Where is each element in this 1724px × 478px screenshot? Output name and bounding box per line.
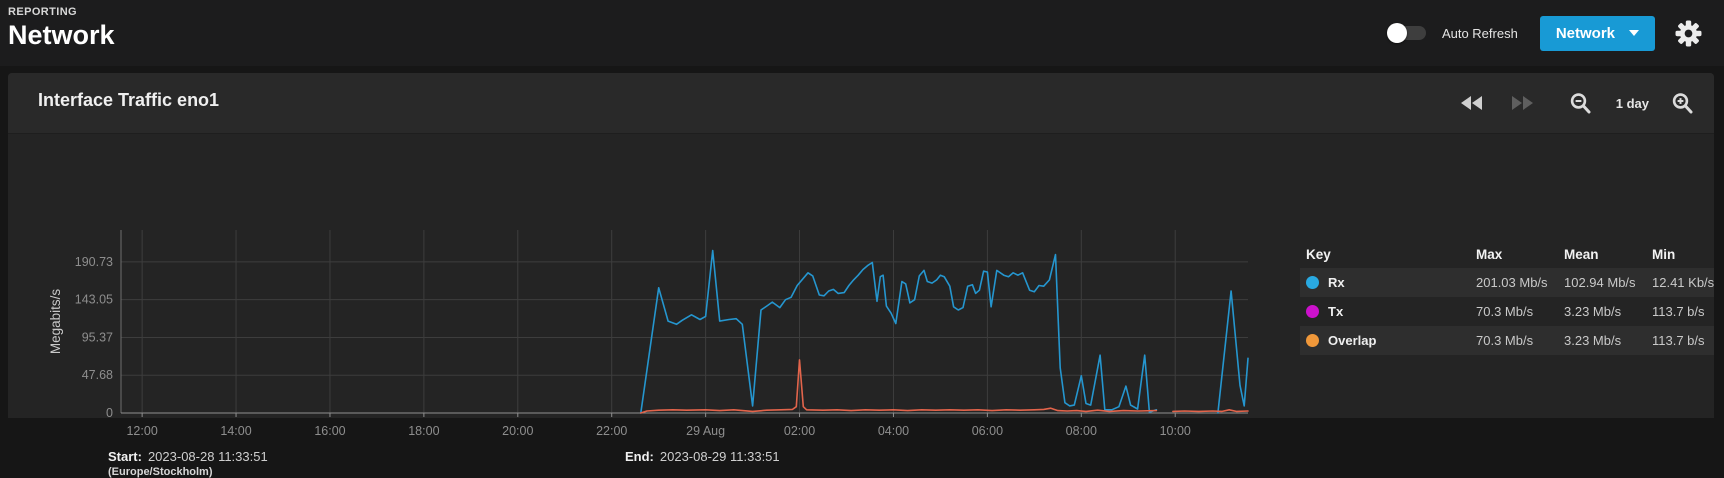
series-line-rx <box>640 249 1158 414</box>
y-tick-label: 47.68 <box>82 368 113 382</box>
x-tick-label: 20:00 <box>502 424 533 438</box>
y-tick-label: 143.05 <box>75 293 113 307</box>
end-label: End: <box>625 449 654 464</box>
panel-header: Interface Traffic eno1 1 day <box>8 73 1714 134</box>
legend-row-overlap: Overlap 70.3 Mb/s 3.23 Mb/s 113.7 b/s <box>1300 326 1714 355</box>
start-value: 2023-08-28 11:33:51 <box>147 449 268 464</box>
x-tick-label: 29 Aug <box>686 424 725 438</box>
y-tick-label: 190.73 <box>75 255 113 269</box>
legend-min-value: 113.7 b/s <box>1652 333 1705 348</box>
timezone-note: (Europe/Stockholm) <box>108 466 213 478</box>
series-line-tx-overlap <box>1172 409 1249 413</box>
legend-row-tx: Tx 70.3 Mb/s 3.23 Mb/s 113.7 b/s <box>1300 297 1714 326</box>
legend-header-row: Key Max Mean Min <box>1300 241 1714 268</box>
legend-key-label: Rx <box>1328 275 1345 290</box>
x-tick-label: 18:00 <box>408 424 439 438</box>
breadcrumb: REPORTING <box>8 6 77 18</box>
interface-traffic-panel: Interface Traffic eno1 1 day <box>8 73 1714 478</box>
x-tick-label: 14:00 <box>220 424 251 438</box>
rx-series-dot-icon <box>1306 276 1319 289</box>
step-back-button[interactable] <box>1459 96 1484 110</box>
legend-min-value: 12.41 Kb/s <box>1652 275 1715 290</box>
step-forward-button[interactable] <box>1510 96 1535 110</box>
legend-mean-value: 3.23 Mb/s <box>1564 304 1622 319</box>
toggle-knob-icon <box>1386 23 1407 43</box>
x-tick-label: 02:00 <box>784 424 815 438</box>
traffic-chart-svg: 12:00 14:00 16:00 18:00 20:00 22:00 29 Aug 02:0… <box>48 230 1249 438</box>
page-header: REPORTING Network Auto Refresh Network <box>0 0 1724 66</box>
legend-max-value: 70.3 Mb/s <box>1476 304 1534 319</box>
overlap-series-dot-icon <box>1306 334 1319 347</box>
legend-col-min: Min <box>1652 247 1676 262</box>
legend-key-label: Overlap <box>1328 333 1377 348</box>
start-label: Start: <box>108 449 142 464</box>
legend-col-max: Max <box>1476 247 1503 262</box>
legend-col-key: Key <box>1306 247 1331 262</box>
legend-max-value: 201.03 Mb/s <box>1476 275 1548 290</box>
x-tick-label: 10:00 <box>1160 424 1191 438</box>
auto-refresh-toggle[interactable] <box>1386 23 1426 43</box>
y-axis-title: Megabits/s <box>48 289 63 355</box>
series-line-rx <box>1217 290 1249 414</box>
legend-max-value: 70.3 Mb/s <box>1476 333 1534 348</box>
legend-col-mean: Mean <box>1564 247 1599 262</box>
legend-row-rx: Rx 201.03 Mb/s 102.94 Mb/s 12.41 Kb/s <box>1300 268 1714 297</box>
zoom-out-icon <box>1570 92 1591 113</box>
gear-icon <box>1675 20 1702 46</box>
range-end: End: 2023-08-29 11:33:51 <box>625 449 780 464</box>
legend-min-value: 113.7 b/s <box>1652 304 1705 319</box>
legend-mean-value: 3.23 Mb/s <box>1564 333 1622 348</box>
tx-series-dot-icon <box>1306 305 1319 318</box>
x-tick-label: 16:00 <box>314 424 345 438</box>
x-tick-label: 04:00 <box>878 424 909 438</box>
legend-key-label: Tx <box>1328 304 1344 319</box>
range-label: 1 day <box>1615 95 1649 111</box>
y-tick-label: 95.37 <box>82 330 113 344</box>
x-tick-label: 06:00 <box>972 424 1003 438</box>
header-controls: Auto Refresh Network <box>1386 0 1702 66</box>
category-dropdown-button[interactable]: Network <box>1539 15 1655 51</box>
x-tick-label: 12:00 <box>126 424 157 438</box>
legend-table: Key Max Mean Min Rx 201.03 Mb/s 102.94 Mb/… <box>1300 241 1714 355</box>
traffic-chart: 12:00 14:00 16:00 18:00 20:00 22:00 29 Aug 02:0… <box>38 223 1288 448</box>
zoom-in-button[interactable] <box>1671 92 1694 115</box>
rewind-icon <box>1460 96 1482 110</box>
zoom-out-button[interactable] <box>1569 92 1592 115</box>
page-title: Network <box>8 20 115 50</box>
auto-refresh-label: Auto Refresh <box>1441 25 1518 41</box>
range-start: Start: 2023-08-28 11:33:51 <box>108 449 268 464</box>
settings-button[interactable] <box>1675 20 1702 47</box>
end-value: 2023-08-29 11:33:51 <box>659 449 780 464</box>
series-line-tx-overlap <box>640 359 1158 414</box>
chart-toolbar: 1 day <box>1459 73 1694 133</box>
fast-forward-icon <box>1511 96 1533 110</box>
x-tick-label: 08:00 <box>1066 424 1097 438</box>
chevron-down-icon <box>1629 30 1639 36</box>
legend-mean-value: 102.94 Mb/s <box>1564 275 1636 290</box>
x-tick-label: 22:00 <box>596 424 627 438</box>
panel-title: Interface Traffic eno1 <box>38 90 220 110</box>
zoom-in-icon <box>1672 92 1693 113</box>
y-tick-label: 0 <box>106 406 113 420</box>
category-dropdown-label: Network <box>1555 24 1615 42</box>
